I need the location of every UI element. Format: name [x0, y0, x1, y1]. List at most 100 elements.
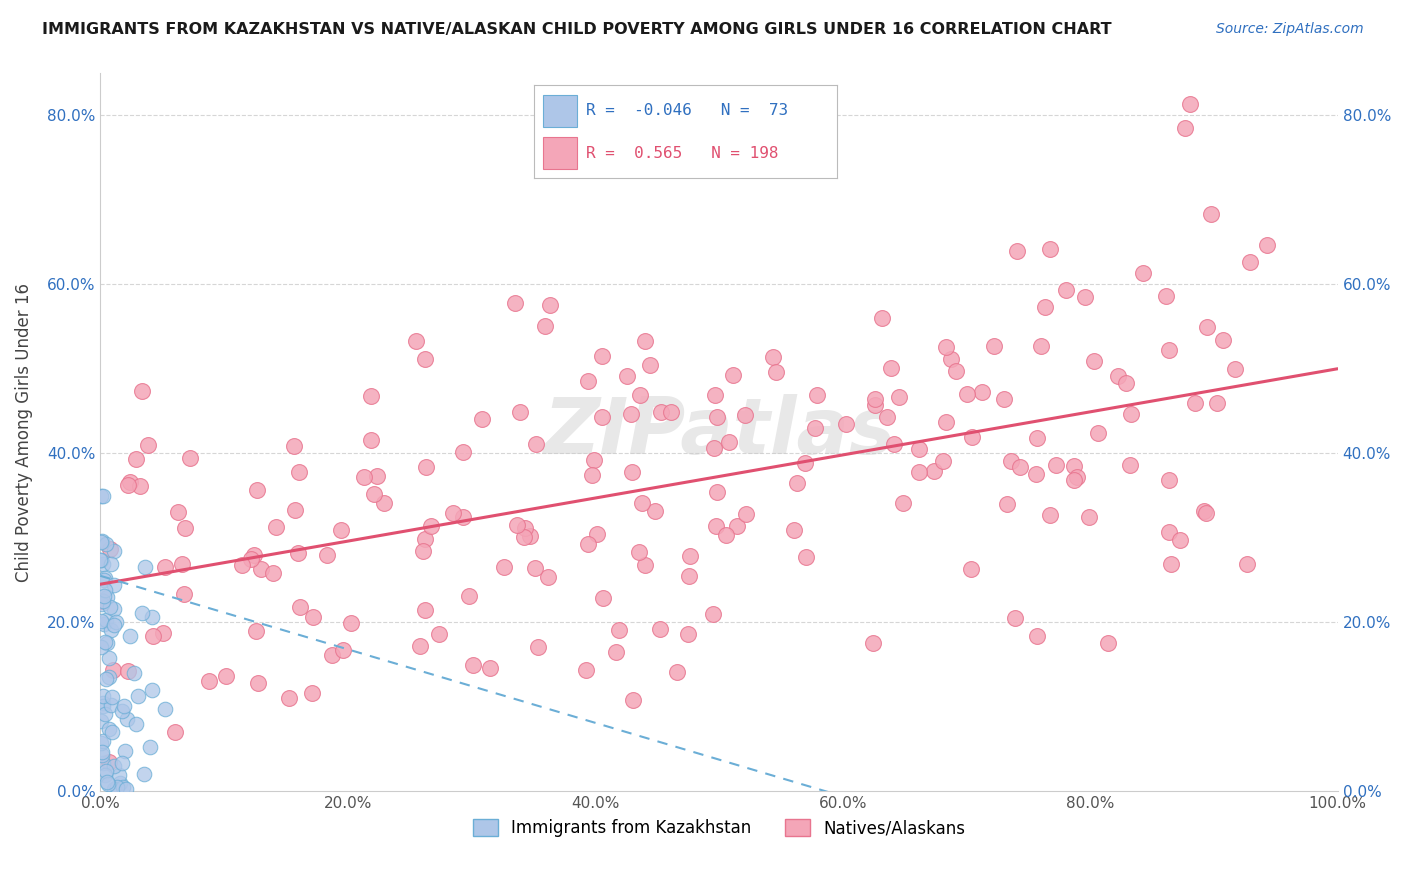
Point	[1054, 283, 1077, 297]
Point	[451, 444, 474, 458]
Point	[277, 690, 299, 705]
Point	[170, 557, 193, 571]
Point	[765, 365, 787, 379]
Point	[173, 587, 195, 601]
Text: Source: ZipAtlas.com: Source: ZipAtlas.com	[1216, 22, 1364, 37]
Point	[94, 582, 117, 597]
Point	[1206, 396, 1229, 410]
Point	[91, 756, 114, 770]
Point	[90, 640, 112, 654]
Point	[960, 562, 983, 576]
Point	[179, 450, 201, 465]
Point	[90, 488, 112, 502]
Text: R =  -0.046   N =  73: R = -0.046 N = 73	[586, 103, 787, 119]
Point	[90, 533, 112, 548]
Point	[676, 626, 699, 640]
Point	[100, 557, 122, 571]
Point	[353, 470, 375, 484]
Point	[983, 339, 1005, 353]
Point	[412, 543, 434, 558]
Point	[863, 392, 886, 406]
Point	[453, 510, 475, 524]
Point	[591, 409, 613, 424]
Point	[415, 532, 437, 546]
Point	[405, 334, 427, 348]
Point	[98, 670, 121, 684]
Point	[101, 663, 124, 677]
Point	[315, 548, 337, 562]
Point	[863, 398, 886, 412]
Point	[94, 635, 117, 649]
Point	[413, 352, 436, 367]
Point	[93, 574, 115, 588]
Point	[93, 589, 115, 603]
Point	[1157, 525, 1180, 540]
Point	[103, 781, 125, 796]
Point	[90, 745, 112, 759]
Point	[197, 673, 219, 688]
Point	[993, 392, 1015, 406]
Point	[363, 487, 385, 501]
Point	[112, 698, 135, 713]
Point	[155, 559, 177, 574]
Point	[648, 622, 671, 636]
Point	[1008, 460, 1031, 475]
Point	[703, 442, 725, 456]
Point	[718, 435, 741, 450]
Point	[98, 542, 121, 557]
Point	[1239, 254, 1261, 268]
Point	[576, 374, 599, 388]
Point	[458, 589, 481, 603]
Point	[111, 756, 134, 770]
Point	[117, 665, 139, 679]
Point	[97, 723, 120, 737]
Point	[131, 606, 153, 620]
Text: R =  0.565   N = 198: R = 0.565 N = 198	[586, 145, 778, 161]
Point	[115, 712, 138, 726]
Point	[638, 358, 661, 372]
Point	[134, 766, 156, 780]
Point	[90, 594, 112, 608]
Point	[111, 704, 134, 718]
Point	[1087, 425, 1109, 440]
Point	[105, 780, 128, 794]
Point	[96, 590, 118, 604]
Point	[262, 566, 284, 580]
Point	[114, 744, 136, 758]
Point	[115, 782, 138, 797]
Point	[537, 570, 560, 584]
Bar	[543, 137, 576, 169]
Point	[1115, 376, 1137, 391]
Point	[93, 768, 115, 782]
Point	[534, 318, 557, 333]
Point	[122, 665, 145, 680]
Point	[89, 553, 111, 567]
Point	[1025, 467, 1047, 482]
Point	[1045, 458, 1067, 473]
Point	[995, 497, 1018, 511]
Point	[96, 774, 118, 789]
Point	[633, 558, 655, 572]
Point	[509, 405, 531, 419]
Point	[962, 430, 984, 444]
Point	[794, 549, 817, 564]
Point	[1184, 396, 1206, 410]
Point	[415, 460, 437, 475]
Point	[94, 572, 117, 586]
Point	[93, 594, 115, 608]
Point	[90, 714, 112, 728]
Point	[1033, 300, 1056, 314]
Point	[427, 627, 450, 641]
Point	[862, 636, 884, 650]
Point	[1000, 454, 1022, 468]
Point	[628, 388, 651, 402]
Point	[519, 528, 541, 542]
Point	[1168, 533, 1191, 547]
Point	[620, 465, 643, 479]
Point	[127, 689, 149, 703]
Text: ZIPatlas: ZIPatlas	[543, 394, 896, 470]
Point	[215, 669, 238, 683]
Point	[666, 665, 689, 679]
Point	[783, 523, 806, 537]
Point	[1119, 407, 1142, 421]
